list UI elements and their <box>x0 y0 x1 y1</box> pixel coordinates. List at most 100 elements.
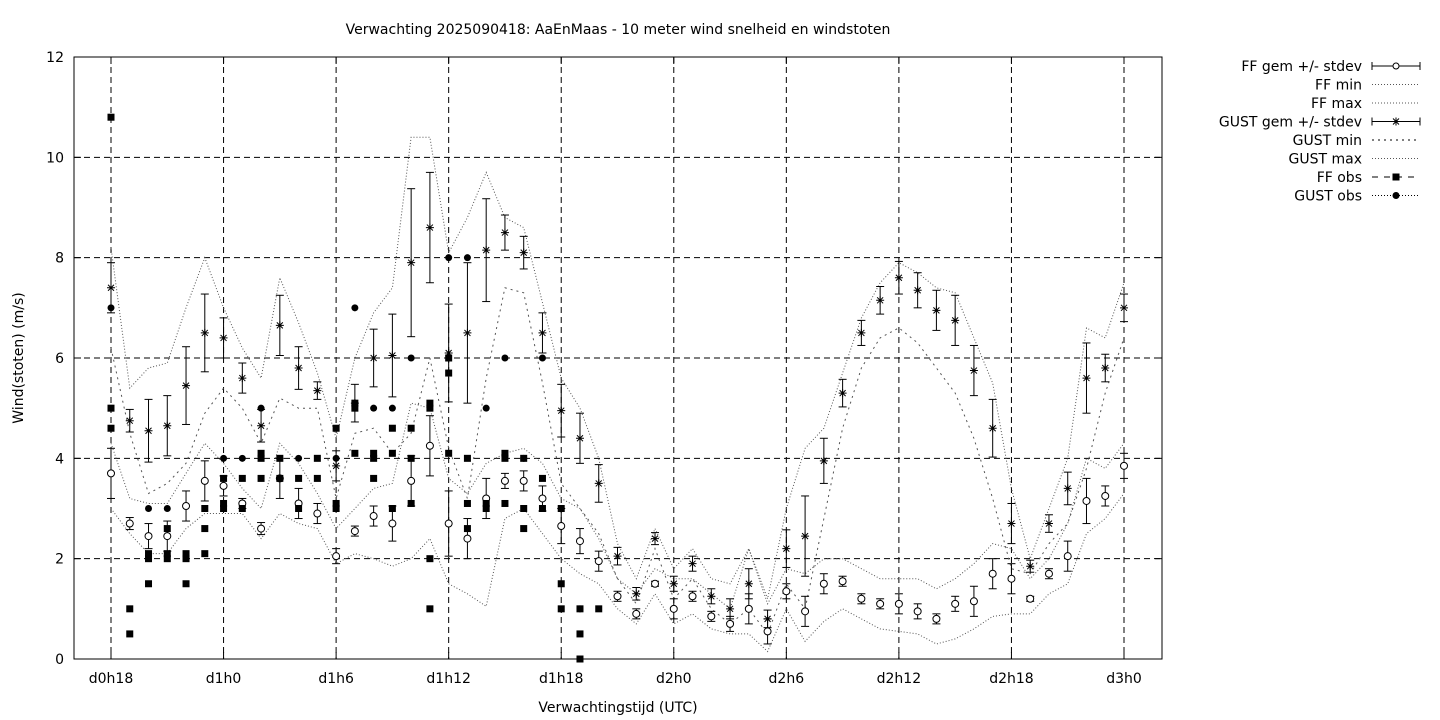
gust-mean-point <box>575 412 584 464</box>
ff-obs-marker <box>426 404 434 412</box>
gust-mean-marker <box>819 456 828 465</box>
ff-mean-marker <box>407 476 416 485</box>
ff-obs-marker <box>145 555 153 563</box>
x-tick-label: d1h18 <box>539 671 583 687</box>
ff-mean-marker <box>313 509 322 518</box>
ff-obs-marker <box>520 525 528 533</box>
ff-mean-marker <box>538 494 547 503</box>
gust-mean-point <box>1063 471 1072 506</box>
ff-mean-point <box>969 585 978 617</box>
ff-obs-marker <box>145 550 153 558</box>
gust-mean-marker <box>744 579 753 588</box>
ff-mean-marker <box>1007 574 1016 583</box>
gust-mean-point <box>876 286 885 315</box>
ff-mean-marker <box>951 599 960 608</box>
ff-mean-point <box>463 518 472 560</box>
ff-obs-marker <box>107 113 115 121</box>
x-tick-label: d2h12 <box>877 671 921 687</box>
gust-obs-marker <box>538 354 546 362</box>
ff-obs-marker <box>426 399 434 407</box>
ff-mean-point <box>651 579 660 588</box>
ff-mean-point <box>669 598 678 620</box>
ff-obs-marker <box>182 550 190 558</box>
ff-obs-marker <box>163 525 171 533</box>
legend-label: GUST gem +/- stdev <box>1219 115 1362 131</box>
ff-mean-marker <box>763 627 772 636</box>
ff-mean-marker <box>876 599 885 608</box>
ff-obs-marker <box>445 354 453 362</box>
y-tick-label: 12 <box>46 50 64 66</box>
legend-marker <box>1392 192 1400 199</box>
ff-mean-point <box>707 610 716 622</box>
gust-mean-point <box>801 495 810 577</box>
ff-mean-point <box>744 593 753 625</box>
gust-mean-marker <box>969 366 978 375</box>
ff-obs-marker <box>257 454 265 462</box>
gust-mean-point <box>1026 559 1035 573</box>
ff-mean-point <box>1082 477 1091 525</box>
ff-obs-marker <box>220 474 228 482</box>
gust-mean-point <box>913 272 922 309</box>
gust-mean-point <box>557 383 566 438</box>
gust-mean-point <box>651 532 660 546</box>
ff-obs-marker <box>370 454 378 462</box>
gust-obs-marker <box>332 454 340 462</box>
gust-mean-point <box>1120 293 1128 323</box>
y-tick-label: 2 <box>55 552 64 568</box>
legend-label: FF min <box>1315 78 1362 94</box>
gust-mean-point <box>951 294 960 346</box>
ff-mean-point <box>1044 568 1053 580</box>
ff-mean-point <box>313 502 322 525</box>
gust-mean-marker <box>519 248 528 257</box>
ff-obs-marker <box>220 499 228 507</box>
gust-mean-marker <box>651 534 660 543</box>
gust-mean-point <box>688 555 697 572</box>
gust-mean-point <box>125 408 134 433</box>
x-tick-label: d1h6 <box>318 671 354 687</box>
ff-mean-marker <box>838 577 847 586</box>
legend-label: FF max <box>1311 96 1362 112</box>
ff-mean-point <box>819 573 828 595</box>
ff-mean-point <box>763 618 772 645</box>
ff-obs-marker <box>501 499 509 507</box>
gust-mean-marker <box>407 258 416 267</box>
ff-obs-marker <box>407 424 415 432</box>
gust-mean-point <box>782 529 791 568</box>
gust-mean-point <box>238 362 247 394</box>
legend-swatch <box>1371 62 1421 70</box>
ff-mean-point <box>988 558 997 590</box>
gust-obs-marker <box>370 404 378 412</box>
gust-mean-point <box>894 260 903 295</box>
ff-mean-point <box>726 615 735 632</box>
ff-mean-point <box>932 613 941 625</box>
ff-mean-point <box>500 472 509 489</box>
ff-obs-marker <box>332 424 340 432</box>
gust-mean-marker <box>632 589 641 598</box>
ff-obs-marker <box>257 474 265 482</box>
gust-mean-point <box>182 346 191 425</box>
gust-mean-marker <box>1007 519 1016 528</box>
gust-mean-point <box>219 317 228 359</box>
ff-mean-marker <box>819 579 828 588</box>
gust-mean-point <box>482 198 491 303</box>
gust-obs-marker <box>407 354 415 362</box>
ff-obs-marker <box>520 505 528 512</box>
axis-ticks: 0 2 4 6 8 10 12 d0h18 d1h0 d1h6 d1h12 d1h18 d2h0 d2h6… <box>46 50 1162 687</box>
grid-lines <box>74 57 1162 659</box>
gust-obs-marker <box>163 505 171 512</box>
chart-title: Verwachting 2025090418: AaEnMaas - 10 me… <box>346 22 891 38</box>
ff-mean-marker <box>594 557 603 566</box>
ff-obs-marker <box>201 550 209 558</box>
ff-mean-point <box>332 548 341 565</box>
ff-mean-marker <box>182 501 191 510</box>
ff-mean-point <box>107 447 115 499</box>
ff-mean-point <box>1120 452 1128 479</box>
ff-mean-marker <box>107 469 115 478</box>
gust-mean-marker <box>332 461 341 470</box>
gust-mean-marker <box>838 389 847 398</box>
gust-mean-marker <box>444 348 453 357</box>
y-tick-label: 10 <box>46 150 64 166</box>
ff-mean-point <box>632 608 641 620</box>
ff-obs-marker <box>107 404 115 412</box>
ff-obs-marker <box>463 454 471 462</box>
